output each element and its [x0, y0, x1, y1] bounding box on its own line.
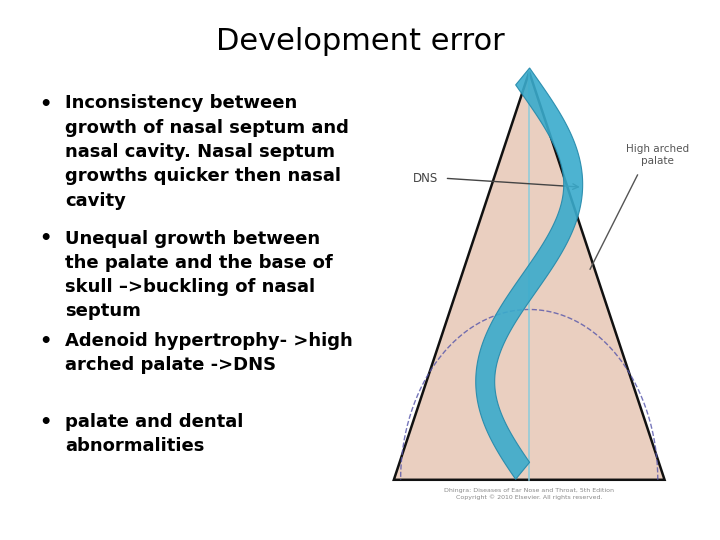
Text: •: • [40, 413, 52, 432]
Text: palate and dental
abnormalities: palate and dental abnormalities [65, 413, 243, 455]
Text: High arched
palate: High arched palate [626, 144, 689, 166]
Text: Development error: Development error [215, 27, 505, 56]
Text: Inconsistency between
growth of nasal septum and
nasal cavity. Nasal septum
grow: Inconsistency between growth of nasal se… [65, 94, 348, 210]
Text: •: • [40, 332, 52, 351]
Text: •: • [40, 94, 52, 113]
Polygon shape [476, 68, 582, 480]
Polygon shape [394, 72, 665, 480]
Text: •: • [40, 230, 52, 248]
Text: Adenoid hypertrophy- >high
arched palate ->DNS: Adenoid hypertrophy- >high arched palate… [65, 332, 353, 374]
Text: Dhingra: Diseases of Ear Nose and Throat, 5th Edition
Copyright © 2010 Elsevier.: Dhingra: Diseases of Ear Nose and Throat… [444, 488, 614, 500]
Text: Unequal growth between
the palate and the base of
skull –>buckling of nasal
sept: Unequal growth between the palate and th… [65, 230, 333, 320]
Text: DNS: DNS [413, 172, 438, 185]
